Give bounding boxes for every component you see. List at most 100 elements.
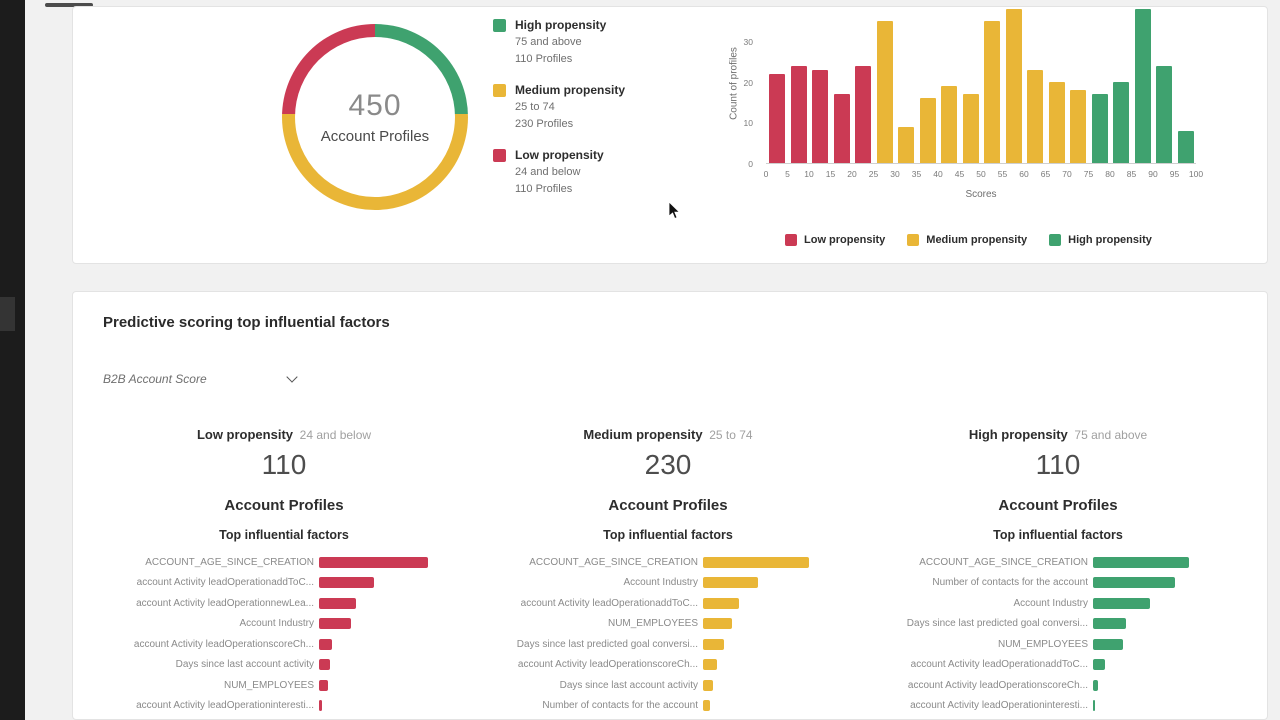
factor-bar <box>319 597 357 609</box>
propensity-label: High propensity <box>968 427 1068 442</box>
histogram-x-ticks: 0 5 10 15 20 25 30 35 40 45 50 55 60 65 70 75 80 85 90 95 10… <box>764 169 1203 181</box>
x-tick-label: 70 <box>1062 169 1072 179</box>
factor-row: account Activity leadOperationaddToC... <box>109 573 459 594</box>
factor-row: Days since last account activity <box>493 675 843 696</box>
y-tick-label: 30 <box>743 37 753 48</box>
mouse-cursor <box>668 202 681 220</box>
factor-row: Account Industry <box>109 614 459 635</box>
histogram-bar <box>855 65 871 163</box>
y-tick-label: 0 <box>748 159 753 169</box>
factor-label: account Activity leadOperationinteresti.… <box>136 700 314 712</box>
factor-bar <box>703 679 713 691</box>
x-tick-label: 50 <box>976 169 986 179</box>
factor-bar <box>1093 700 1095 712</box>
x-tick-label: 0 <box>763 169 769 179</box>
y-tick-label: 10 <box>743 118 753 129</box>
factor-bar <box>319 700 323 712</box>
factor-bar <box>703 618 732 630</box>
histogram-legend-item: Medium propensity <box>907 234 1027 246</box>
factor-bar <box>1093 618 1126 630</box>
factor-row: account Activity leadOperationscoreCh... <box>109 634 459 655</box>
factor-label: ACCOUNT_AGE_SINCE_CREATION <box>145 556 314 568</box>
profile-count-label: Account Profiles <box>224 497 344 514</box>
top-left-dash <box>45 3 93 7</box>
donut-total-value: 450 <box>348 89 402 122</box>
propensity-label: Low propensity <box>196 427 293 442</box>
profile-count-label: Account Profiles <box>608 497 728 514</box>
factor-row: account Activity leadOperationscoreCh... <box>883 675 1233 696</box>
factor-label: Account Industry <box>623 577 698 589</box>
score-model-dropdown[interactable]: B2B Account Score <box>103 368 315 390</box>
factor-bar <box>703 597 740 609</box>
x-tick-label: 5 <box>785 169 790 179</box>
collapsed-side-rail <box>0 0 25 720</box>
x-tick-label: 60 <box>1019 169 1029 179</box>
propensity-label: Medium propensity <box>583 427 703 442</box>
legend-swatch <box>785 234 797 246</box>
x-tick-label: 95 <box>1169 169 1180 179</box>
x-tick-label: 30 <box>890 169 900 179</box>
factor-row: Account Industry <box>493 573 843 594</box>
factor-bar <box>703 638 725 650</box>
x-tick-label: 35 <box>911 169 922 179</box>
factor-bar <box>319 556 428 568</box>
legend-label: High propensity <box>1068 234 1152 246</box>
factor-label: NUM_EMPLOYEES <box>997 638 1088 650</box>
factor-label: account Activity leadOperationinteresti.… <box>910 700 1088 712</box>
histogram-bar <box>1091 94 1108 163</box>
legend-title: Low propensity <box>515 148 604 162</box>
factor-bar <box>703 577 759 589</box>
histogram-legend: Low propensity Medium propensity High prop… <box>785 234 1152 246</box>
factor-label: NUM_EMPLOYEES <box>607 618 698 630</box>
x-tick-label: 10 <box>804 169 814 179</box>
histogram-bar <box>1005 9 1022 163</box>
influential-factors-card: Predictive scoring top influential facto… <box>72 291 1268 720</box>
factor-label: account Activity leadOperationaddToC... <box>136 577 314 589</box>
histogram-bar <box>919 98 936 163</box>
legend-label: Low propensity <box>804 234 886 246</box>
legend-swatch <box>493 84 506 97</box>
histogram-bar <box>941 86 957 163</box>
histogram-bar <box>984 21 1000 163</box>
factor-label: account Activity leadOperationaddToC... <box>910 659 1088 671</box>
x-tick-label: 20 <box>847 169 857 179</box>
factor-rows: ACCOUNT_AGE_SINCE_CREATION Number of cont… <box>883 552 1233 716</box>
factor-label: account Activity leadOperationscoreCh... <box>907 679 1088 691</box>
factor-bar <box>1093 597 1150 609</box>
factor-label: Account Industry <box>239 618 314 630</box>
rail-active-indicator <box>0 297 15 331</box>
factor-row: ACCOUNT_AGE_SINCE_CREATION <box>109 552 459 573</box>
factor-row: account Activity leadOperationnewLea... <box>109 593 459 614</box>
x-tick-label: 45 <box>954 169 965 179</box>
histogram-bar <box>769 73 785 163</box>
factor-row: account Activity leadOperationaddToC... <box>493 593 843 614</box>
profile-count: 110 <box>1035 449 1081 480</box>
factor-bar <box>1093 659 1105 671</box>
histogram-bar <box>833 94 850 163</box>
factor-label: Days since last predicted goal conversi.… <box>906 618 1088 630</box>
histogram-y-ticks: 0 10 20 30 <box>733 8 759 169</box>
factor-label: account Activity leadOperationnewLea... <box>136 597 314 609</box>
factor-row: account Activity leadOperationaddToC... <box>883 655 1233 676</box>
donut-legend: High propensity 75 and above 110 Profiles M… <box>493 17 625 212</box>
score-model-dropdown-value: B2B Account Score <box>103 372 207 386</box>
histogram-bar <box>1048 81 1065 163</box>
column-header: Medium propensity 25 to 74 <box>493 426 843 444</box>
factor-row: account Activity leadOperationinteresti.… <box>109 696 459 717</box>
histogram-x-axis-label: Scores <box>965 189 997 200</box>
legend-range: 75 and above <box>515 36 582 48</box>
factor-row: Days since last predicted goal conversi.… <box>883 614 1233 635</box>
factor-row: NUM_EMPLOYEES <box>883 634 1233 655</box>
factor-row: Account Industry <box>883 593 1233 614</box>
factor-columns: Low propensity 24 and below 110 Account Pr… <box>73 426 1269 720</box>
x-tick-label: 80 <box>1105 169 1115 179</box>
factor-label: ACCOUNT_AGE_SINCE_CREATION <box>529 556 698 568</box>
histogram-bar <box>898 126 914 163</box>
factor-row: ACCOUNT_AGE_SINCE_CREATION <box>883 552 1233 573</box>
legend-swatch <box>1049 234 1062 246</box>
factor-label: account Activity leadOperationaddToC... <box>520 597 698 609</box>
histogram-bar <box>1156 65 1172 163</box>
histogram-legend-item: High propensity <box>1049 234 1152 246</box>
factor-label: ACCOUNT_AGE_SINCE_CREATION <box>919 556 1088 568</box>
legend-label: Medium propensity <box>926 234 1028 246</box>
